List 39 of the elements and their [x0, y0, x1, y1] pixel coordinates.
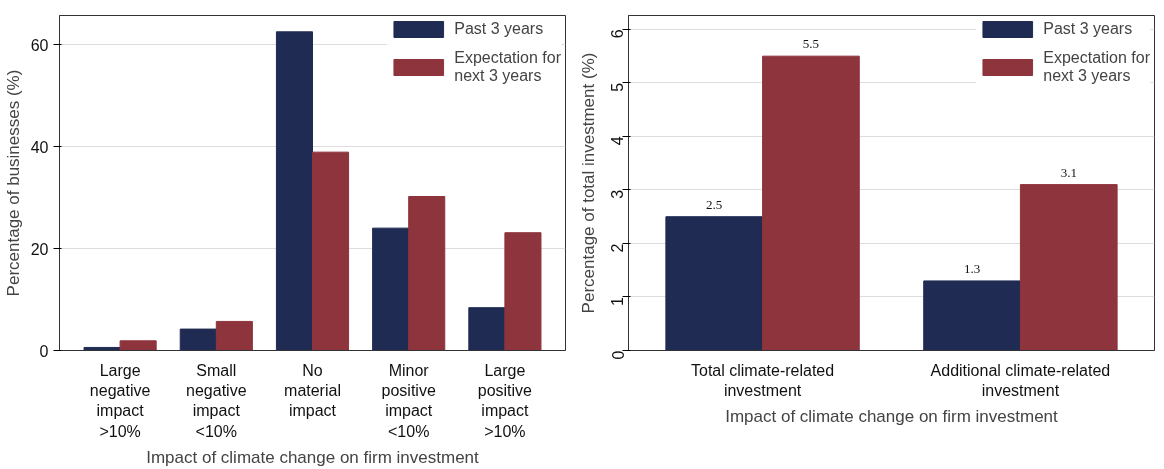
x-tick-label: Large negative impact >10%: [89, 361, 151, 440]
y-tick-label: 60: [30, 36, 49, 54]
bar: [504, 232, 542, 351]
x-tick-label: Total climate-related investment: [690, 361, 835, 399]
x-tick-label: Small negative impact <10%: [186, 361, 247, 440]
y-tick-label: 0: [39, 342, 49, 360]
data-label: 5.5: [802, 36, 820, 52]
y-tick-label: 3: [609, 189, 627, 199]
x-axis-title: Impact of climate change on firm investment: [146, 447, 480, 467]
y-tick-label: 4: [609, 136, 627, 146]
bar: [312, 151, 350, 351]
data-label: 2.5: [706, 196, 723, 212]
bar: [468, 307, 506, 351]
y-axis-title: Percentage of total investment (%): [578, 52, 598, 314]
y-tick-label: 40: [30, 138, 49, 156]
data-label: 3.1: [1060, 164, 1077, 180]
x-axis-title: Impact of climate change on firm investment: [725, 406, 1059, 426]
bar: [275, 31, 313, 351]
data-label: 1.3: [963, 260, 981, 276]
bar: [408, 196, 446, 351]
y-tick-label: 0: [609, 350, 627, 360]
bar: [119, 340, 157, 351]
y-tick-label: 1: [609, 296, 627, 306]
bar: [179, 328, 217, 351]
x-tick-label: No material impact: [284, 361, 341, 420]
legend-label: Expectation for next 3 years: [454, 49, 561, 85]
y-axis-title: Percentage of businesses (%): [3, 69, 23, 297]
bar: [372, 227, 410, 351]
y-tick-label: 2: [609, 243, 627, 253]
legend-label: Past 3 years: [1043, 20, 1133, 38]
bar: [215, 320, 253, 351]
legend-label: Expectation for next 3 years: [1043, 49, 1150, 85]
x-tick-label: Additional climate-related investment: [930, 361, 1111, 399]
y-tick-label: 20: [30, 240, 49, 258]
y-tick-label: 6: [609, 29, 627, 39]
x-tick-label: Large positive impact >10%: [477, 361, 533, 440]
x-tick-label: Minor positive impact <10%: [381, 361, 436, 440]
legend-label: Past 3 years: [454, 20, 544, 38]
y-tick-label: 5: [609, 82, 627, 92]
